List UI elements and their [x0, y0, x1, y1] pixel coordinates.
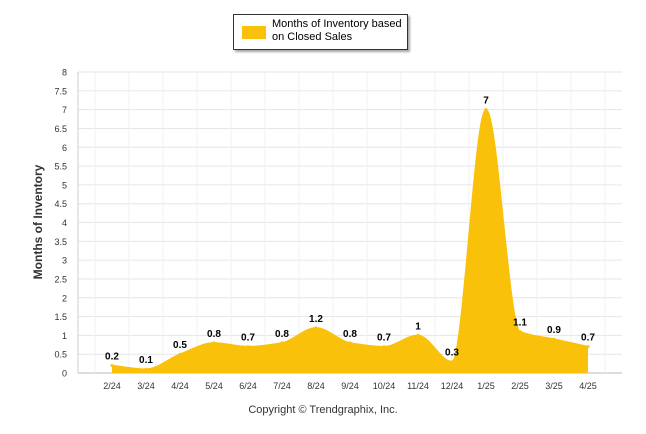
y-tick-label: 1.5 — [54, 312, 67, 322]
data-point — [212, 341, 216, 345]
data-point — [382, 345, 386, 349]
data-label: 0.7 — [377, 333, 391, 344]
y-tick-label: 6.5 — [54, 124, 67, 134]
x-tick-label: 11/24 — [407, 381, 429, 391]
y-tick-label: 1 — [62, 331, 67, 341]
data-point — [586, 345, 590, 349]
y-tick-label: 4.5 — [54, 199, 67, 209]
data-label: 0.7 — [241, 333, 255, 344]
data-point — [178, 352, 182, 356]
data-point — [518, 330, 522, 334]
data-point — [552, 337, 556, 341]
x-tick-label: 6/24 — [239, 381, 257, 391]
x-tick-label: 8/24 — [307, 381, 325, 391]
x-tick-label: 2/25 — [511, 381, 529, 391]
data-point — [484, 108, 488, 112]
data-label: 0.9 — [547, 325, 561, 336]
series-area — [112, 109, 588, 373]
data-label: 1.2 — [309, 314, 323, 325]
x-tick-label: 9/24 — [341, 381, 359, 391]
y-tick-label: 5 — [62, 180, 67, 190]
y-tick-label: 6 — [62, 143, 67, 153]
data-point — [280, 341, 284, 345]
y-tick-label: 2.5 — [54, 274, 67, 284]
chart-legend: Months of Inventory based on Closed Sale… — [233, 14, 408, 50]
data-label: 0.8 — [343, 329, 357, 340]
y-tick-label: 3.5 — [54, 237, 67, 247]
data-label: 1.1 — [513, 318, 527, 329]
x-tick-label: 4/25 — [579, 381, 597, 391]
y-tick-label: 7.5 — [54, 86, 67, 96]
series-line — [111, 108, 589, 370]
x-tick-label: 3/24 — [137, 381, 155, 391]
x-tick-label: 3/25 — [545, 381, 563, 391]
x-tick-label: 2/24 — [103, 381, 121, 391]
data-label: 0.5 — [173, 340, 187, 351]
data-point — [416, 333, 420, 337]
x-tick-label: 1/25 — [477, 381, 495, 391]
x-tick-label: 5/24 — [205, 381, 223, 391]
y-tick-label: 4 — [62, 218, 67, 228]
legend-label: Months of Inventory based on Closed Sale… — [272, 18, 402, 43]
data-point — [314, 326, 318, 330]
data-label: 1 — [415, 321, 421, 332]
y-tick-label: 8 — [62, 68, 67, 78]
data-label: 0.8 — [207, 329, 221, 340]
x-tick-label: 12/24 — [441, 381, 464, 391]
data-label: 0.3 — [445, 348, 459, 359]
data-label: 0.1 — [139, 355, 153, 366]
legend-swatch — [242, 26, 266, 39]
x-tick-label: 7/24 — [273, 381, 291, 391]
data-point — [144, 367, 148, 371]
copyright-text: Copyright © Trendgraphix, Inc. — [248, 404, 398, 416]
y-tick-label: 3 — [62, 256, 67, 266]
y-tick-label: 5.5 — [54, 162, 67, 172]
data-point — [110, 363, 114, 367]
y-tick-label: 2 — [62, 293, 67, 303]
data-label: 0.2 — [105, 351, 119, 362]
y-axis-label: Months of Inventory — [31, 164, 45, 280]
y-tick-label: 7 — [62, 105, 67, 115]
data-label: 0.7 — [581, 333, 595, 344]
data-label: 7 — [483, 96, 489, 107]
data-point — [246, 345, 250, 349]
data-label: 0.8 — [275, 329, 289, 340]
data-point — [450, 360, 454, 364]
x-tick-label: 4/24 — [171, 381, 189, 391]
data-point — [348, 341, 352, 345]
y-tick-label: 0.5 — [54, 350, 67, 360]
y-tick-label: 0 — [62, 369, 67, 379]
x-tick-label: 10/24 — [373, 381, 396, 391]
